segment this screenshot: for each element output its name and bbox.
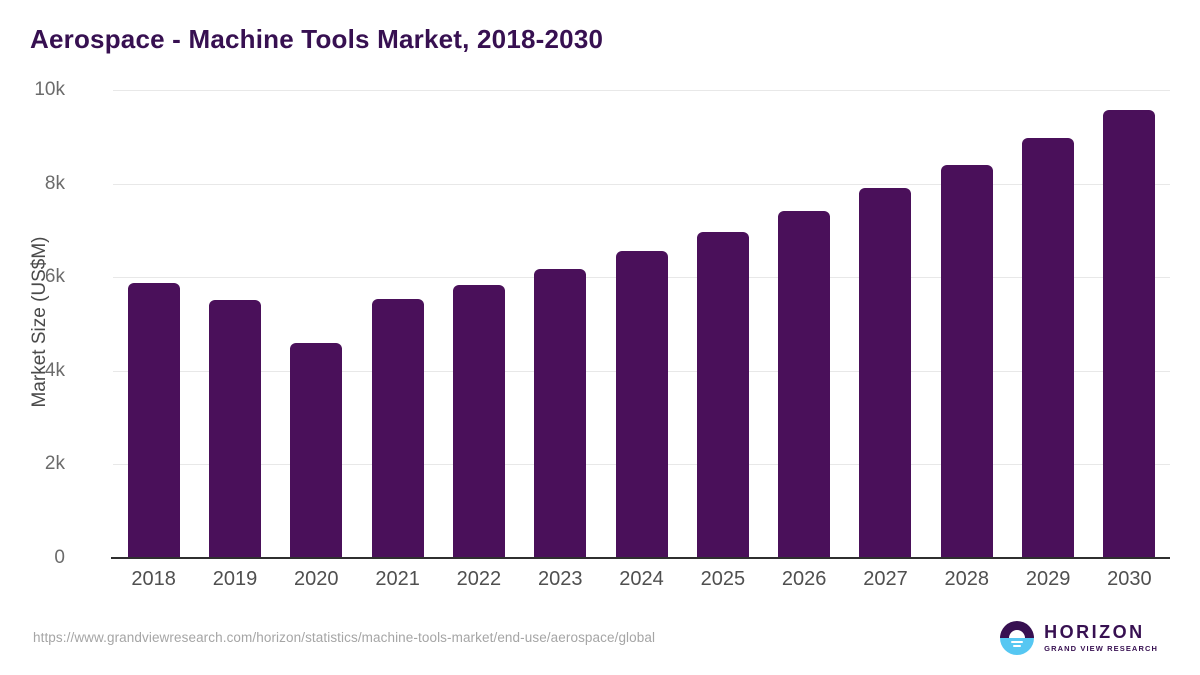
x-tick-label-2029: 2029 xyxy=(1025,568,1071,590)
x-tick-label-2026: 2026 xyxy=(781,568,827,590)
bar-slot xyxy=(601,89,682,557)
x-tick-label-2020: 2020 xyxy=(294,568,339,590)
bar-2018[interactable] xyxy=(127,282,180,557)
x-tick-label-2024: 2024 xyxy=(619,568,664,590)
x-tick-label-2030: 2030 xyxy=(1107,568,1152,590)
bar-2026[interactable] xyxy=(778,211,831,557)
bar-2019[interactable] xyxy=(208,300,261,557)
page-title: Aerospace - Machine Tools Market, 2018-2… xyxy=(30,24,604,54)
bar-slot xyxy=(845,89,926,557)
y-tick-label: 0 xyxy=(54,547,65,568)
bar-2028[interactable] xyxy=(940,164,993,557)
x-axis-line xyxy=(111,557,1170,559)
bar-slot xyxy=(682,89,763,557)
bar-2027[interactable] xyxy=(859,187,912,557)
horizon-logo: HORIZON GRAND VIEW RESEARCH xyxy=(1000,621,1158,655)
ripple-icon xyxy=(1013,645,1022,647)
bar-slot xyxy=(438,89,519,557)
y-tick-label: 10k xyxy=(34,79,65,100)
logo-name: HORIZON xyxy=(1044,622,1145,643)
y-tick-label: 8k xyxy=(44,172,65,194)
bar-slot xyxy=(276,89,357,557)
x-tick-label-2025: 2025 xyxy=(700,568,746,590)
chart-plot-area: 10k 8k 6k 4k 2k 0 xyxy=(34,79,1170,568)
source-url: https://www.grandviewresearch.com/horizo… xyxy=(33,630,656,645)
bar-2029[interactable] xyxy=(1022,138,1075,557)
y-tick-label: 2k xyxy=(44,453,65,475)
bar-slot xyxy=(1089,89,1170,557)
bar-slot xyxy=(357,89,438,557)
bar-2024[interactable] xyxy=(615,250,668,557)
logo-subtitle: GRAND VIEW RESEARCH xyxy=(1044,644,1158,654)
bar-2030[interactable] xyxy=(1103,110,1156,557)
x-tick-label-2019: 2019 xyxy=(212,568,258,590)
x-axis-labels: 2018 2019 2020 2021 2022 2023 2024 2025 2026 2027… xyxy=(113,568,1170,591)
x-tick-label-2018: 2018 xyxy=(131,568,176,590)
gridline xyxy=(113,90,1170,91)
bar-slot xyxy=(764,89,845,557)
x-tick-label-2028: 2028 xyxy=(944,568,990,590)
sun-icon xyxy=(1009,630,1026,638)
x-tick-label-2023: 2023 xyxy=(537,568,583,590)
horizon-logo-icon xyxy=(1000,621,1035,655)
x-tick-label-2022: 2022 xyxy=(456,568,502,590)
bar-slot xyxy=(926,89,1007,557)
bar-2025[interactable] xyxy=(696,232,749,557)
bar-2021[interactable] xyxy=(371,299,424,557)
y-tick-label: 6k xyxy=(44,266,65,288)
x-tick-label-2021: 2021 xyxy=(375,568,420,590)
bar-2020[interactable] xyxy=(290,343,343,557)
bar-slot xyxy=(1007,89,1088,557)
logo-text: HORIZON GRAND VIEW RESEARCH xyxy=(1044,623,1158,653)
gridline xyxy=(113,183,1170,185)
y-tick-label: 4k xyxy=(44,359,65,381)
bar-slot xyxy=(113,89,194,557)
bar-series xyxy=(113,89,1170,557)
bar-2023[interactable] xyxy=(534,269,587,557)
bar-2022[interactable] xyxy=(452,285,505,557)
ripple-icon xyxy=(1011,641,1024,643)
bar-slot xyxy=(194,89,275,557)
bar-slot xyxy=(520,89,601,557)
x-tick-label-2027: 2027 xyxy=(863,568,908,590)
y-axis-title: Market Size (US$M) xyxy=(29,236,50,408)
